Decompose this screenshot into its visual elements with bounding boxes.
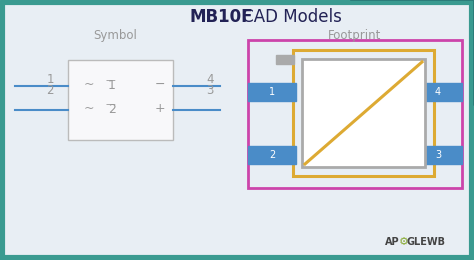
Text: ~: ~ xyxy=(84,78,94,91)
Text: 1: 1 xyxy=(108,79,116,92)
Text: 2: 2 xyxy=(269,151,275,160)
Bar xyxy=(302,59,425,167)
Text: —: — xyxy=(106,99,116,109)
Text: Footprint: Footprint xyxy=(328,29,382,42)
Text: AP: AP xyxy=(385,237,400,247)
Bar xyxy=(248,146,296,164)
Text: Symbol: Symbol xyxy=(93,29,137,42)
Text: +: + xyxy=(155,102,165,115)
Text: −: − xyxy=(155,78,165,91)
Text: CAD Models: CAD Models xyxy=(237,8,342,26)
Text: 4: 4 xyxy=(435,87,441,97)
Text: MB10F: MB10F xyxy=(190,8,254,26)
Text: —: — xyxy=(106,75,116,85)
Text: 2: 2 xyxy=(46,84,54,97)
Bar xyxy=(276,55,294,64)
Bar xyxy=(68,60,173,140)
Bar xyxy=(248,40,462,188)
Polygon shape xyxy=(350,0,474,105)
Bar xyxy=(414,83,462,101)
Text: 1: 1 xyxy=(46,73,54,86)
Text: 1: 1 xyxy=(269,87,275,97)
Text: 3: 3 xyxy=(435,151,441,160)
Bar xyxy=(248,83,296,101)
Text: 4: 4 xyxy=(206,73,214,86)
Bar xyxy=(293,50,434,176)
Text: 3: 3 xyxy=(206,84,214,97)
Text: 2: 2 xyxy=(108,103,116,116)
Text: ⚙: ⚙ xyxy=(399,237,409,247)
Bar xyxy=(414,146,462,164)
Text: ~: ~ xyxy=(84,102,94,115)
Text: GLEWB: GLEWB xyxy=(407,237,446,247)
